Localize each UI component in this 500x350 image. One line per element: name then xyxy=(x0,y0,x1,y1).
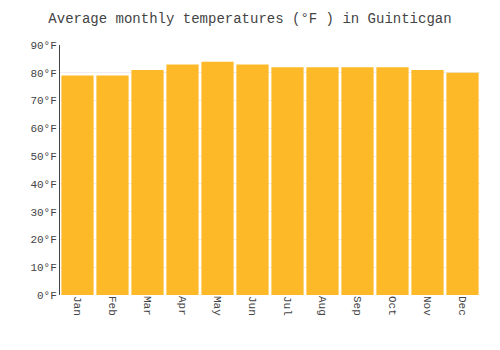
svg-text:30°F: 30°F xyxy=(30,207,56,219)
svg-text:May: May xyxy=(211,296,223,316)
svg-text:50°F: 50°F xyxy=(30,151,56,163)
svg-text:10°F: 10°F xyxy=(30,262,56,274)
svg-text:Jul: Jul xyxy=(281,296,293,316)
svg-text:Apr: Apr xyxy=(176,296,188,316)
svg-text:Nov: Nov xyxy=(421,296,433,316)
svg-text:Sep: Sep xyxy=(351,296,363,316)
svg-text:Average monthly temperatures (: Average monthly temperatures (°F ) in Gu… xyxy=(48,11,451,27)
svg-text:Mar: Mar xyxy=(141,296,153,316)
svg-text:0°F: 0°F xyxy=(37,290,57,302)
svg-text:Aug: Aug xyxy=(316,296,328,316)
svg-text:Jan: Jan xyxy=(71,296,83,316)
svg-text:90°F: 90°F xyxy=(30,40,56,52)
svg-text:Oct: Oct xyxy=(386,296,398,316)
svg-text:60°F: 60°F xyxy=(30,123,56,135)
svg-text:70°F: 70°F xyxy=(30,95,56,107)
svg-text:80°F: 80°F xyxy=(30,68,56,80)
svg-text:Jun: Jun xyxy=(246,296,258,316)
svg-text:Dec: Dec xyxy=(456,296,468,316)
svg-text:20°F: 20°F xyxy=(30,234,56,246)
svg-text:Feb: Feb xyxy=(106,296,118,316)
svg-text:40°F: 40°F xyxy=(30,179,56,191)
